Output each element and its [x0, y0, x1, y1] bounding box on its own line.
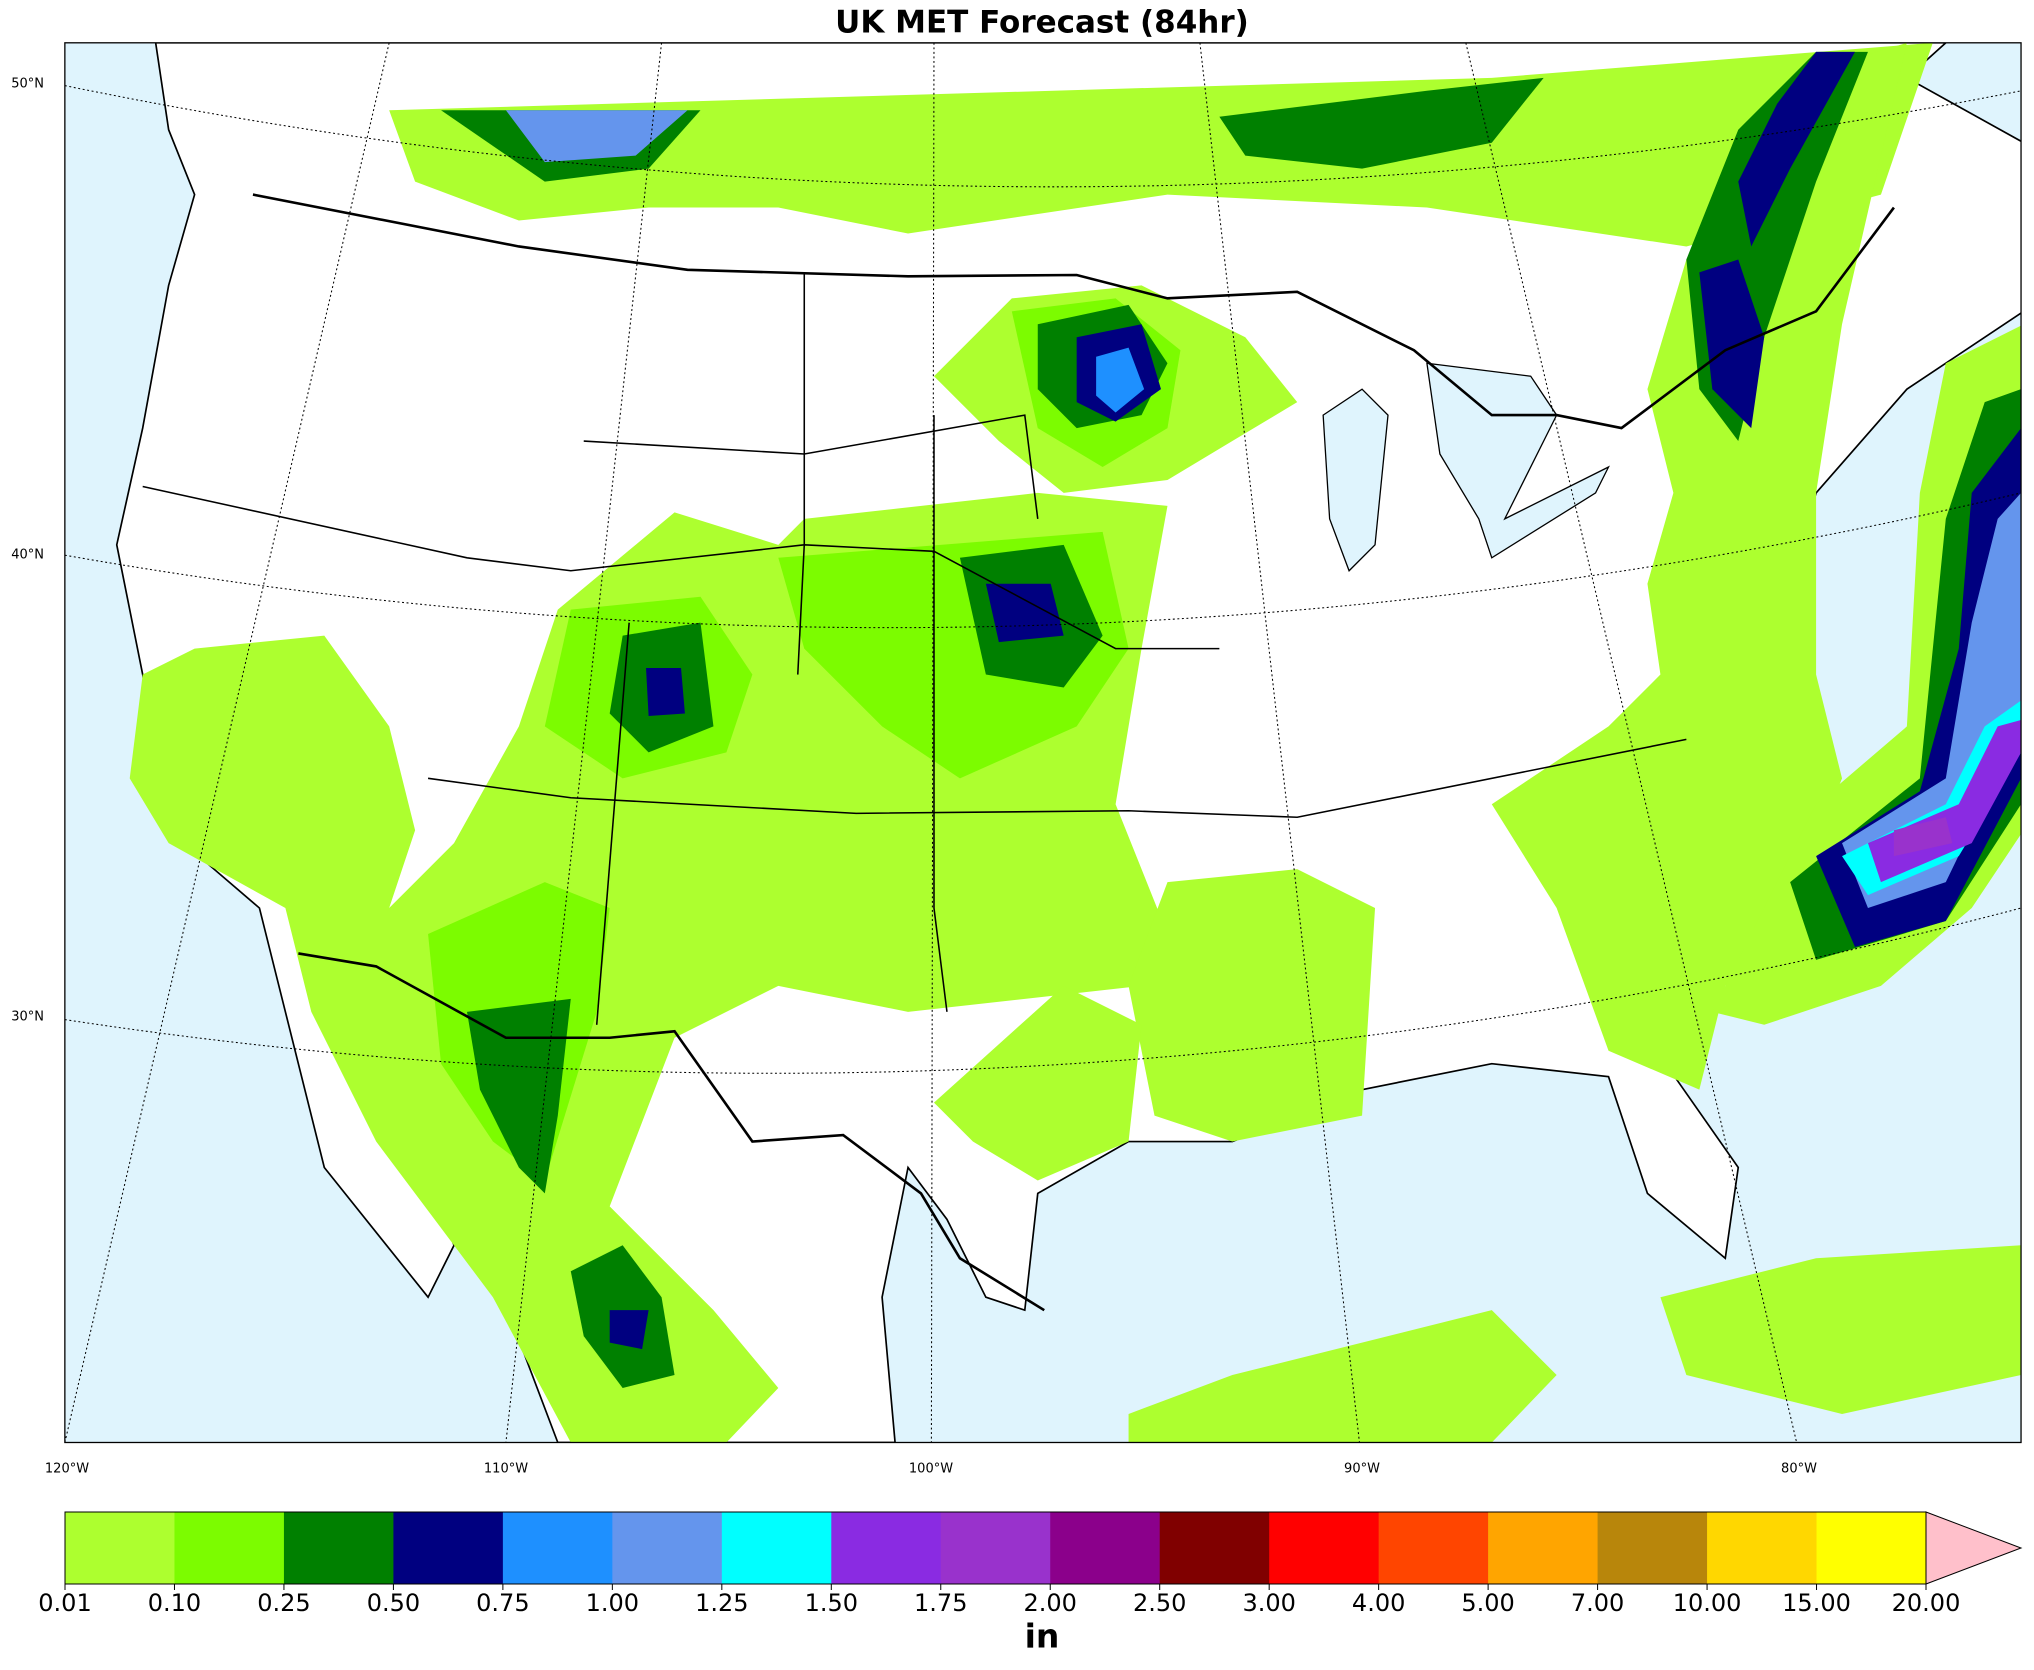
lon-label: 100°W: [909, 1462, 953, 1477]
colorbar-outline: [64, 1511, 1927, 1585]
colorbar-segment: [940, 1512, 1051, 1584]
colorbar-label: 0.10: [148, 1589, 201, 1617]
colorbar-segment: [1707, 1512, 1818, 1584]
colorbar-label: 5.00: [1461, 1589, 1514, 1617]
colorbar-label: 20.00: [1892, 1589, 1961, 1617]
colorbar-segment: [1378, 1512, 1489, 1584]
colorbar-unit: in: [1025, 1617, 1060, 1656]
colorbar-label: 15.00: [1782, 1589, 1851, 1617]
lon-label: 80°W: [1781, 1462, 1817, 1477]
lake-huron-erie: [1426, 362, 1610, 559]
lat-label: 40°N: [11, 548, 44, 563]
colorbar: 0.01 0.10 0.25 0.50 0.75 1.00 1.25 1.50 1.75 2.00…: [38, 1511, 2023, 1617]
boundaries: [252, 193, 1895, 1312]
colorbar-label: 0.75: [476, 1589, 529, 1617]
colorbar-segment: [393, 1512, 504, 1584]
lat-labels: 50°N 40°N 30°N: [11, 77, 44, 1025]
colorbar-segment: [1269, 1512, 1380, 1584]
colorbar-label: 4.00: [1352, 1589, 1405, 1617]
colorbar-label: 0.50: [367, 1589, 420, 1617]
lon-label: 110°W: [484, 1462, 528, 1477]
colorbar-segment: [612, 1512, 723, 1584]
colorbar-label: 10.00: [1673, 1589, 1742, 1617]
lat-label: 50°N: [11, 77, 44, 92]
colorbar-label: 3.00: [1242, 1589, 1295, 1617]
colorbar-extend: [1925, 1511, 2023, 1585]
graticule: [64, 42, 2022, 1443]
lon-label: 90°W: [1344, 1462, 1380, 1477]
lon-labels: 120°W 110°W 100°W 90°W 80°W: [45, 1462, 1817, 1477]
colorbar-segment: [1597, 1512, 1708, 1584]
colorbar-segment: [1816, 1512, 1927, 1584]
lat-label: 30°N: [11, 1010, 44, 1025]
colorbar-segment: [1488, 1512, 1599, 1584]
lake-michigan: [1322, 388, 1389, 572]
colorbar-label: 1.50: [805, 1589, 858, 1617]
map-frame: [64, 42, 2022, 1444]
colorbar-label: 7.00: [1571, 1589, 1624, 1617]
lon-label: 120°W: [45, 1462, 89, 1477]
precip: [129, 42, 2022, 1443]
map-area: [64, 42, 2022, 1444]
colorbar-segment: [831, 1512, 942, 1584]
colorbar-segment: [502, 1512, 613, 1584]
colorbar-label: 0.25: [257, 1589, 310, 1617]
colorbar-label: 2.50: [1133, 1589, 1186, 1617]
colorbar-segment: [283, 1512, 394, 1584]
colorbar-segment: [174, 1512, 285, 1584]
colorbar-segment: [1050, 1512, 1161, 1584]
colorbar-label: 2.00: [1024, 1589, 1077, 1617]
colorbar-label: 1.00: [586, 1589, 639, 1617]
colorbar-label: 1.75: [914, 1589, 967, 1617]
map-title: UK MET Forecast (84hr): [835, 5, 1249, 41]
colorbar-segment: [1159, 1512, 1270, 1584]
state-lines: [142, 272, 1687, 1025]
colorbar-label: 1.25: [695, 1589, 748, 1617]
colorbar-segment: [721, 1512, 832, 1584]
colorbar-label: 0.01: [38, 1589, 91, 1617]
colorbar-segment: [65, 1512, 175, 1584]
